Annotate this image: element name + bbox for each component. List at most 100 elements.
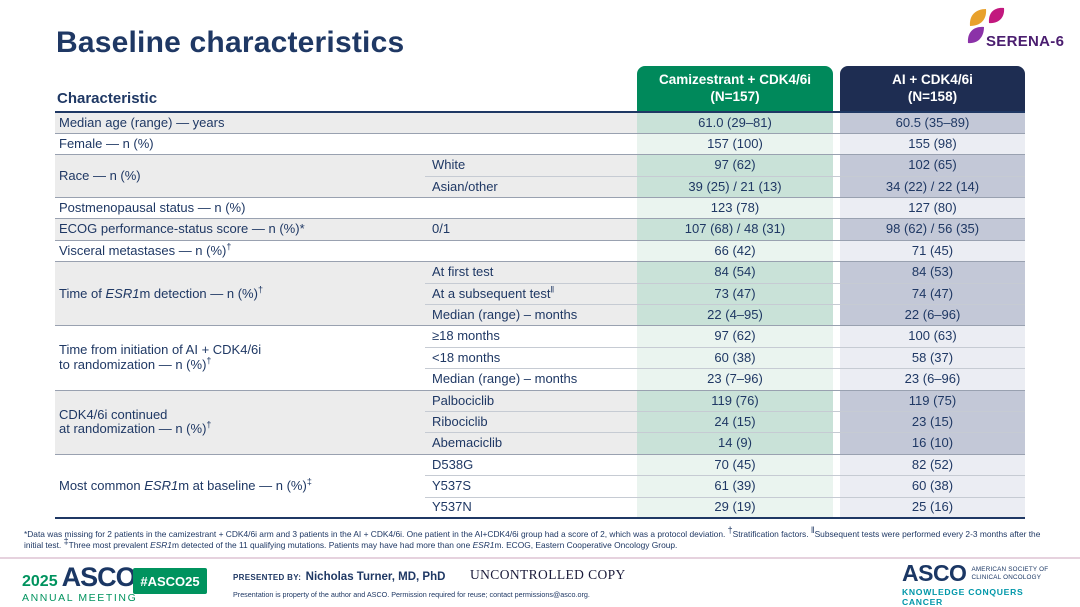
column-gap-cell bbox=[833, 197, 840, 219]
ai-column-n: (N=158) bbox=[907, 88, 958, 104]
presented-by: PRESENTED BY: Nicholas Turner, MD, PhD bbox=[233, 567, 445, 585]
column-gap-cell bbox=[833, 432, 840, 455]
cam-column-name: Camizestrant + CDK4/6i bbox=[659, 71, 811, 87]
cam-value-cell: 22 (4–95) bbox=[637, 304, 833, 326]
cam-value-cell: 84 (54) bbox=[637, 261, 833, 284]
ai-value-cell: 84 (53) bbox=[840, 261, 1025, 284]
column-gap-cell bbox=[833, 175, 840, 198]
column-gap-cell bbox=[833, 325, 840, 348]
ai-value-cell: 58 (37) bbox=[840, 346, 1025, 369]
table-row: Median age (range) — years 61.0 (29–81) 60… bbox=[55, 111, 1025, 134]
table-row: Most common ESR1m at baseline — n (%)‡ D5… bbox=[55, 453, 1025, 519]
table-header-row: Characteristic Camizestrant + CDK4/6i (N… bbox=[55, 66, 1025, 113]
cam-value-cell: 66 (42) bbox=[637, 239, 833, 262]
column-gap-cell bbox=[833, 154, 840, 177]
hashtag-badge: #ASCO25 bbox=[133, 568, 207, 594]
table-row: Time of ESR1m detection — n (%)† At first… bbox=[55, 261, 1025, 326]
cam-value-cell: 60 (38) bbox=[637, 346, 833, 369]
ai-column-name: AI + CDK4/6i bbox=[892, 71, 973, 87]
characteristic-column-header: Characteristic bbox=[55, 66, 637, 113]
column-gap-cell bbox=[833, 304, 840, 326]
meeting-org: ASCO bbox=[61, 562, 137, 592]
column-gap-cell bbox=[833, 368, 840, 391]
sub-label-cell bbox=[425, 111, 637, 134]
ai-value-cell: 100 (63) bbox=[840, 325, 1025, 348]
asco-society-lines: AMERICAN SOCIETY OF CLINICAL ONCOLOGY bbox=[971, 566, 1048, 582]
meeting-year: 2025 bbox=[22, 573, 58, 590]
serena-logo-text: SERENA-6 bbox=[986, 33, 1065, 50]
presenter-name: Nicholas Turner, MD, PhD bbox=[305, 571, 446, 583]
ai-value-cell: 119 (75) bbox=[840, 389, 1025, 412]
ai-value-cell: 82 (52) bbox=[840, 453, 1025, 476]
sub-label-cell: D538G bbox=[425, 453, 637, 476]
table-row: Female — n (%) 157 (100) 155 (98) bbox=[55, 132, 1025, 155]
table-row: Abemaciclib 14 (9) 16 (10) bbox=[55, 432, 1025, 455]
uncontrolled-copy-label: UNCONTROLLED COPY bbox=[470, 567, 626, 582]
cam-value-cell: 24 (15) bbox=[637, 410, 833, 433]
table-row: Y537S 61 (39) 60 (38) bbox=[55, 475, 1025, 498]
cam-value-cell: 61 (39) bbox=[637, 475, 833, 498]
column-gap-cell bbox=[833, 346, 840, 369]
group-label-cell: Median age (range) — years bbox=[55, 111, 425, 134]
baseline-characteristics-table: Characteristic Camizestrant + CDK4/6i (N… bbox=[55, 66, 1025, 520]
table-row: At a subsequent test‖ 73 (47) 74 (47) bbox=[55, 282, 1025, 305]
group-label-cell: Postmenopausal status — n (%) bbox=[55, 197, 425, 219]
asco-society-line1: AMERICAN SOCIETY OF bbox=[971, 565, 1049, 573]
table-row: Median (range) – months 22 (4–95) 22 (6–96… bbox=[55, 304, 1025, 326]
group-label-cell: ECOG performance-status score — n (%)* bbox=[55, 218, 425, 241]
group-label-cell: Female — n (%) bbox=[55, 132, 425, 155]
sub-label-cell: Median (range) – months bbox=[425, 304, 637, 326]
cam-value-cell: 14 (9) bbox=[637, 432, 833, 455]
sub-label-cell: Median (range) – months bbox=[425, 368, 637, 391]
cam-value-cell: 70 (45) bbox=[637, 453, 833, 476]
column-gap-cell bbox=[833, 410, 840, 433]
table-row: Median (range) – months 23 (7–96) 23 (6–96… bbox=[55, 368, 1025, 391]
group-label-cell: Race — n (%) bbox=[55, 154, 425, 198]
permission-note: Presentation is property of the author a… bbox=[233, 590, 590, 599]
sub-label-cell bbox=[425, 132, 637, 155]
table-row: Visceral metastases — n (%)† 66 (42) 71 (4… bbox=[55, 239, 1025, 262]
column-gap-cell bbox=[833, 132, 840, 155]
cam-value-cell: 23 (7–96) bbox=[637, 368, 833, 391]
column-gap-cell bbox=[833, 111, 840, 134]
cam-value-cell: 29 (19) bbox=[637, 496, 833, 519]
sub-label-cell: ≥18 months bbox=[425, 325, 637, 348]
cam-column-n: (N=157) bbox=[710, 88, 760, 104]
cam-value-cell: 119 (76) bbox=[637, 389, 833, 412]
cam-value-cell: 123 (78) bbox=[637, 197, 833, 219]
cam-value-cell: 97 (62) bbox=[637, 154, 833, 177]
ai-value-cell: 102 (65) bbox=[840, 154, 1025, 177]
sub-label-cell: Y537S bbox=[425, 475, 637, 498]
cam-value-cell: 61.0 (29–81) bbox=[637, 111, 833, 134]
sub-label-cell bbox=[425, 239, 637, 262]
cam-value-cell: 73 (47) bbox=[637, 282, 833, 305]
group-label-cell: Most common ESR1m at baseline — n (%)‡ bbox=[55, 453, 425, 519]
group-label-cell: Visceral metastases — n (%)† bbox=[55, 239, 425, 262]
footer-divider bbox=[0, 557, 1080, 559]
table-row: Time from initiation of AI + CDK4/6i to r… bbox=[55, 325, 1025, 391]
cam-value-cell: 107 (68) / 48 (31) bbox=[637, 218, 833, 241]
serena-6-logo: SERENA-6 bbox=[938, 4, 1070, 56]
ai-value-cell: 155 (98) bbox=[840, 132, 1025, 155]
sub-label-cell: <18 months bbox=[425, 346, 637, 369]
column-gap-cell bbox=[833, 261, 840, 284]
asco-logo-text: ASCO bbox=[902, 560, 967, 586]
ai-value-cell: 22 (6–96) bbox=[840, 304, 1025, 326]
table-row: <18 months 60 (38) 58 (37) bbox=[55, 346, 1025, 369]
table-row: ECOG performance-status score — n (%)* 0/… bbox=[55, 218, 1025, 241]
asco-tagline: KNOWLEDGE CONQUERS CANCER bbox=[902, 587, 1024, 607]
column-gap-cell bbox=[833, 453, 840, 476]
group-label-cell: CDK4/6i continued at randomization — n (%… bbox=[55, 389, 425, 455]
meeting-subtitle: ANNUAL MEETING bbox=[22, 592, 138, 604]
sub-label-cell: White bbox=[425, 154, 637, 177]
cam-value-cell: 157 (100) bbox=[637, 132, 833, 155]
characteristics-table-body: Median age (range) — years 61.0 (29–81) 60… bbox=[55, 111, 1025, 519]
column-gap-cell bbox=[833, 389, 840, 412]
footnote: *Data was missing for 2 patients in the … bbox=[24, 525, 1041, 551]
ai-value-cell: 34 (22) / 22 (14) bbox=[840, 175, 1025, 198]
ai-value-cell: 23 (6–96) bbox=[840, 368, 1025, 391]
footer: 2025 ASCO ANNUAL MEETING #ASCO25 PRESENT… bbox=[0, 559, 1080, 607]
sub-label-cell: 0/1 bbox=[425, 218, 637, 241]
sub-label-cell bbox=[425, 197, 637, 219]
